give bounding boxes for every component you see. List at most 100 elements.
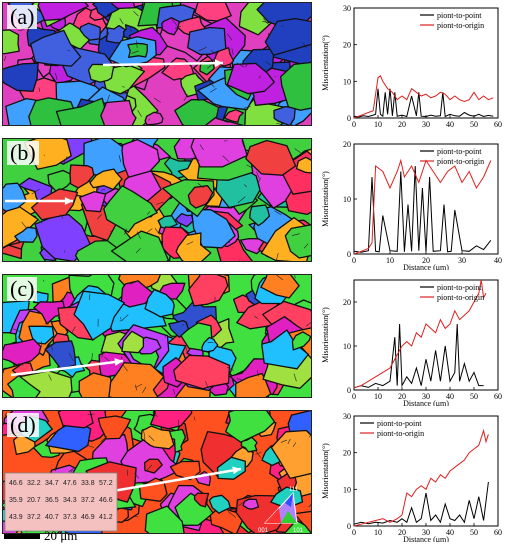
grain [3, 338, 42, 366]
inset-value: 32.2 [27, 480, 41, 487]
subgrain-boundary [291, 233, 300, 236]
subgrain-boundary [143, 430, 146, 438]
x-tick-label: 10 [374, 120, 382, 129]
subgrain-boundary [122, 363, 128, 372]
subgrain-boundary [143, 437, 147, 443]
subgrain-boundary [255, 451, 262, 455]
subgrain-boundary [145, 464, 153, 472]
subgrain-boundary [274, 210, 282, 216]
subgrain-boundary [294, 148, 301, 154]
inset-value: 37.3 [63, 514, 77, 521]
subgrain-boundary [89, 293, 91, 301]
panel-label-d: (d) [7, 413, 39, 437]
subgrain-boundary [118, 154, 122, 163]
y-tick-label: 10 [343, 195, 351, 204]
x-tick-label: 40 [494, 256, 502, 265]
subgrain-boundary [50, 343, 53, 351]
y-tick-label: 10 [343, 77, 351, 86]
grain [3, 203, 39, 249]
legend-label: piont-to-point [437, 147, 482, 156]
y-tick-label: 0 [347, 250, 351, 259]
grain [44, 340, 77, 370]
ebsd-map-d-image: 46.6 32.2 34.7 47.6 33.8 57.2 35.9 20.7 36.5 34.3… [3, 411, 311, 533]
grain [144, 288, 175, 318]
subgrain-boundary [63, 156, 68, 163]
ipf-blue-region [285, 493, 293, 507]
subgrain-boundary [35, 217, 43, 224]
subgrain-boundary [287, 438, 291, 445]
panel-label-a: (a) [7, 5, 38, 29]
ipf-101-label: 101 [293, 528, 304, 533]
inset-map [4, 472, 118, 532]
grain [103, 185, 158, 233]
x-tick-label: 0 [352, 528, 356, 537]
inset-value: 35.9 [9, 497, 23, 504]
grain [190, 208, 236, 249]
x-tick-label: 30 [422, 120, 430, 129]
subgrain-boundary [227, 33, 233, 41]
subgrain-boundary [131, 50, 140, 54]
ipf-111-label: 111 [289, 487, 299, 493]
misorientation-plot-a: 0 10 20 30 40 50 60 0 10 20 30 Misorientation(°) pio… [321, 4, 502, 129]
grain [242, 498, 260, 510]
grain [295, 156, 311, 174]
subgrain-boundary [292, 442, 297, 448]
subgrain-boundary [294, 275, 296, 279]
subgrain-boundary [31, 188, 40, 195]
subgrain-boundary [308, 434, 311, 438]
ebsd-map-c-image [3, 275, 311, 397]
subgrain-boundary [86, 444, 95, 448]
grain [194, 3, 232, 22]
subgrain-boundary [174, 25, 181, 29]
grain [291, 331, 311, 351]
series-line-point-to-point [353, 323, 484, 389]
grain [187, 26, 227, 56]
y-axis-label: Misorientation(°) [321, 35, 330, 91]
x-axis-label: Distance (μm) [403, 263, 449, 270]
subgrain-boundary [97, 214, 103, 220]
subgrain-boundary [199, 144, 204, 151]
arrow-head [64, 197, 73, 205]
grain [249, 204, 271, 227]
subgrain-boundary [4, 412, 7, 417]
grain [216, 456, 246, 480]
subgrain-boundary [135, 383, 143, 388]
series-line-point-to-point [353, 165, 492, 253]
inset-value: 41.2 [99, 514, 113, 521]
subgrain-boundary [171, 18, 178, 26]
inset-value: 33.8 [81, 480, 95, 487]
subgrain-boundary [302, 42, 307, 49]
grain [168, 319, 190, 338]
x-tick-label: 50 [470, 120, 478, 129]
subgrain-boundary [227, 511, 236, 518]
inset-value: 34.3 [63, 497, 77, 504]
inset-value: 46.6 [9, 480, 23, 487]
subgrain-boundary [173, 388, 176, 395]
subgrain-boundary [129, 27, 132, 32]
subgrain-boundary [262, 20, 270, 24]
grain [144, 458, 163, 474]
grain [78, 372, 116, 397]
subgrain-boundary [100, 188, 106, 191]
inset-value: 37.2 [27, 514, 41, 521]
ebsd-map-b: (b) [2, 138, 312, 262]
x-tick-label: 0 [352, 392, 356, 401]
subgrain-boundary [134, 472, 140, 479]
subgrain-boundary [21, 221, 28, 230]
x-tick-label: 50 [470, 392, 478, 401]
subgrain-boundary [148, 118, 150, 121]
subgrain-boundary [265, 61, 272, 66]
subgrain-boundary [222, 155, 230, 163]
subgrain-boundary [54, 468, 57, 472]
subgrain-boundary [303, 243, 309, 249]
x-tick-label: 30 [458, 256, 466, 265]
x-axis-label: Distance (μm) [403, 399, 449, 406]
subgrain-boundary [91, 353, 93, 360]
subgrain-boundary [97, 185, 101, 190]
subgrain-boundary [104, 356, 111, 363]
subgrain-boundary [193, 156, 200, 161]
grain [7, 374, 41, 397]
subgrain-boundary [48, 374, 52, 381]
grain [223, 109, 244, 123]
